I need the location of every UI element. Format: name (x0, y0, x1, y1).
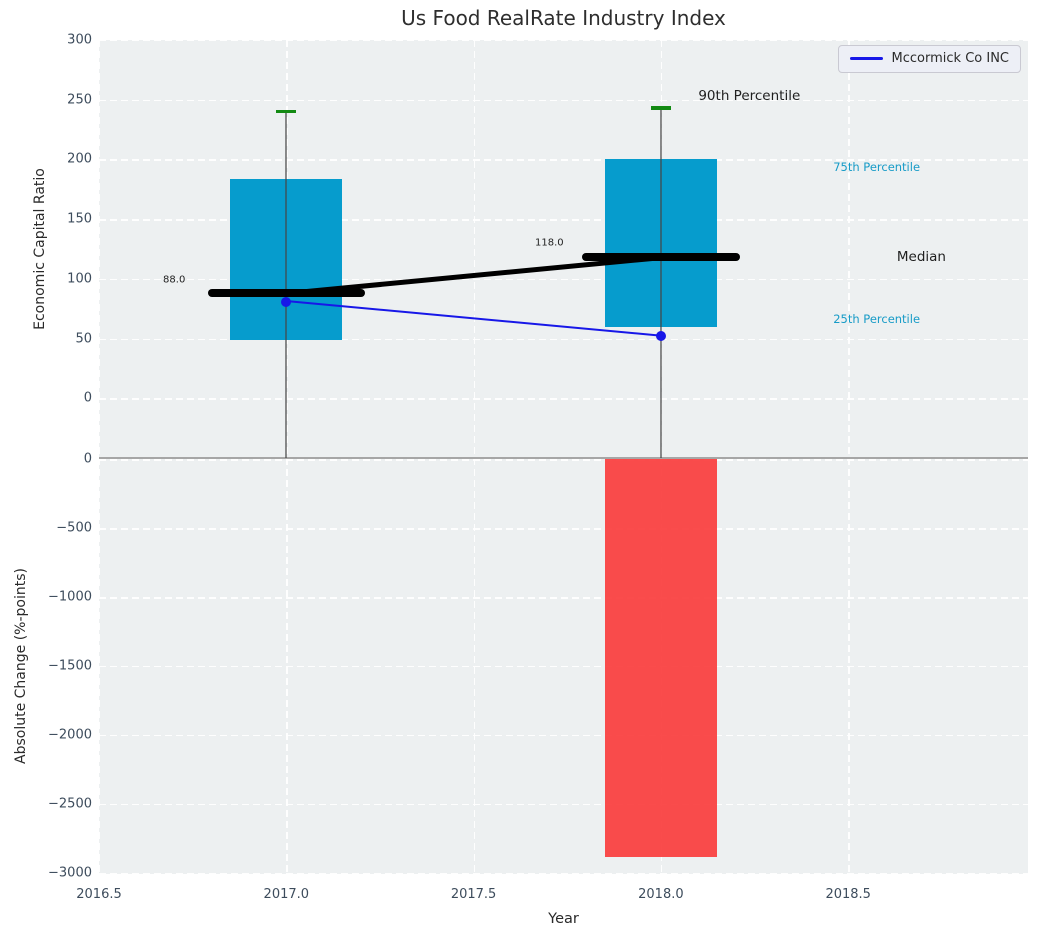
ytick-top-150: 150 (67, 211, 92, 227)
annotation-median-value-2018: 118.0 (535, 237, 564, 249)
x-axis-label: Year (548, 911, 579, 927)
legend-line-swatch (849, 57, 883, 60)
gridline-h (99, 40, 1028, 42)
ytick-bottom--3000: −3000 (48, 865, 92, 881)
xtick-2018: 2018.0 (638, 887, 684, 902)
subplot-separator-line (99, 457, 1028, 459)
ytick-bottom--1000: −1000 (48, 589, 92, 605)
whisker-line-2018 (660, 108, 662, 458)
y-axis-label-bottom: Absolute Change (%-points) (13, 568, 29, 764)
ytick-top-100: 100 (67, 271, 92, 287)
whisker-line-2017 (285, 111, 288, 458)
annotation-median-label: Median (896, 249, 946, 266)
company-point-2018 (655, 331, 666, 342)
gridline-h (99, 278, 1028, 281)
legend: Mccormick Co INC (837, 45, 1021, 73)
gridline-h (99, 159, 1028, 161)
gridline-h (99, 666, 1028, 668)
company-point-2017 (281, 296, 292, 307)
gridline-v (473, 458, 475, 874)
ytick-top-300: 300 (67, 32, 92, 48)
gridline-v (286, 458, 288, 874)
legend-label: Mccormick Co INC (891, 51, 1009, 66)
negative-change-bar-2018 (604, 459, 718, 858)
xtick-2017: 2017.0 (263, 887, 310, 902)
p90-cap-2018 (650, 106, 671, 110)
ytick-top-50: 50 (75, 331, 92, 347)
gridline-h (99, 872, 1028, 874)
gridline-v (99, 458, 101, 874)
gridline-v (848, 40, 850, 458)
gridline-v (473, 40, 475, 458)
annotation-p75-label: 75th Percentile (833, 159, 921, 174)
ytick-bottom--1500: −1500 (48, 658, 92, 674)
median-bar-2018 (582, 253, 740, 262)
ytick-bottom--2500: −2500 (48, 796, 92, 812)
gridline-h (99, 459, 1028, 461)
annotation-median-value-2017: 88.0 (163, 274, 186, 286)
gridline-h (99, 219, 1028, 221)
top-axes-economic-capital-ratio: 90th Percentile 75th Percentile Median 25th… (99, 40, 1028, 458)
ytick-top-200: 200 (67, 151, 92, 167)
chart-title: Us Food RealRate Industry Index (401, 6, 726, 30)
median-bar-2017 (207, 289, 365, 298)
ytick-bottom--500: −500 (56, 520, 92, 536)
gridline-h (99, 734, 1028, 737)
xtick-2018.5: 2018.5 (825, 887, 871, 902)
annotation-p90-label: 90th Percentile (698, 88, 801, 105)
ytick-bottom--2000: −2000 (48, 727, 92, 743)
y-axis-label-top: Economic Capital Ratio (32, 168, 48, 330)
bottom-axes-absolute-change (99, 458, 1028, 874)
ytick-top-0: 0 (83, 390, 92, 406)
gridline-h (99, 597, 1028, 599)
gridline-h (99, 528, 1028, 530)
ytick-top-250: 250 (67, 92, 92, 108)
gridline-v (99, 40, 101, 458)
gridline-h (99, 338, 1028, 340)
p90-cap-2017 (276, 109, 297, 114)
gridline-h (99, 398, 1028, 400)
ytick-bottom-0: 0 (83, 451, 92, 467)
xtick-2017.5: 2017.5 (450, 887, 497, 902)
annotation-p25-label: 25th Percentile (833, 312, 921, 327)
xtick-2016.5: 2016.5 (76, 887, 122, 902)
gridline-h (99, 99, 1028, 102)
gridline-v (848, 458, 850, 874)
gridline-h (99, 803, 1028, 806)
